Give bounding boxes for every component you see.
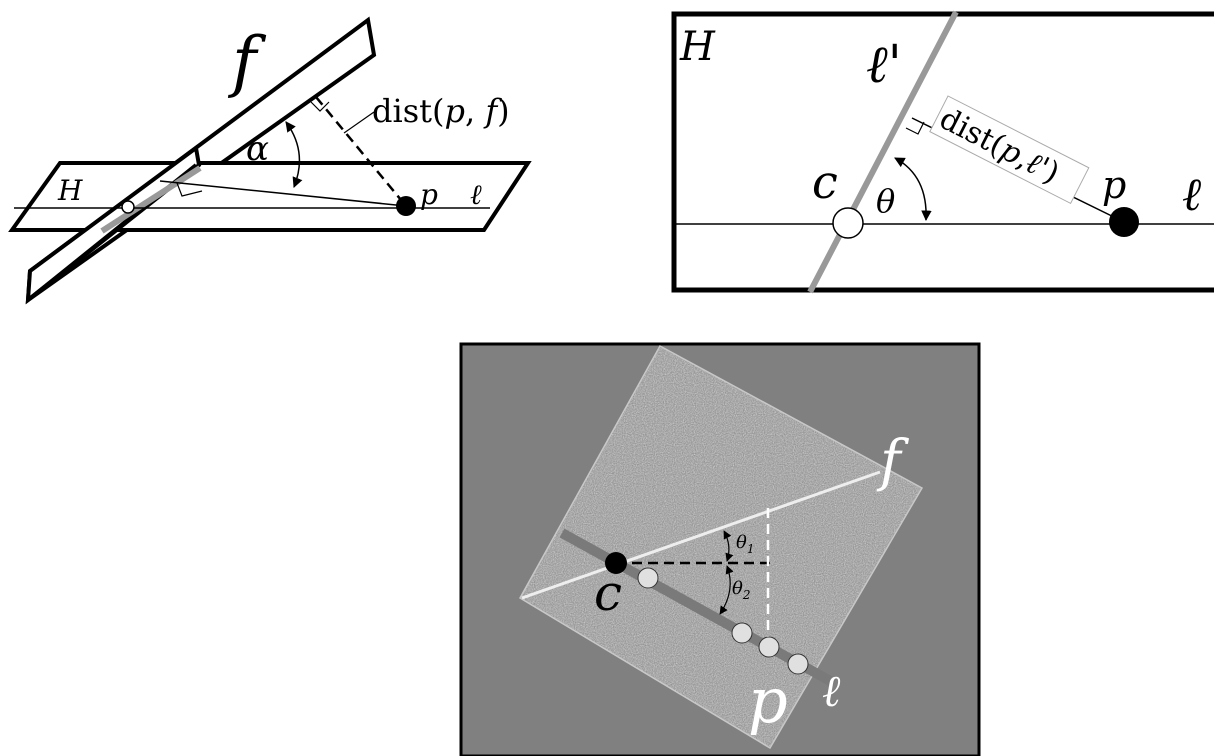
label-c: c [594,564,622,622]
point-c [605,552,627,574]
label-p: p [748,664,788,737]
plane-h-frame [671,11,1214,293]
label-theta1: θ1 [736,532,754,556]
label-alpha: α [246,129,269,169]
sample-point [758,636,780,658]
point-c [832,207,864,239]
right-angle-marker [905,121,925,135]
point-p [1109,207,1139,237]
dist-prefix: dist( [372,92,444,130]
theta1-arc [723,530,734,562]
textured-sheet [520,346,922,748]
right-angle-marker [310,101,330,112]
label-f: f [227,23,267,100]
sample-point [637,567,659,589]
sample-point [731,622,753,644]
plane-h [8,161,532,232]
label-theta2: θ2 [732,578,750,602]
label-p: p [420,178,438,211]
dist-label: dist(p, f) [372,92,510,130]
theta-arc [894,157,932,222]
label-l-prime: ℓ' [866,35,902,95]
point-p [396,196,416,216]
fold-line-f [521,470,881,600]
panel-a: f H α p ℓ dist(p, f) [8,16,532,305]
label-l: ℓ [822,666,841,717]
label-theta: θ [876,182,895,220]
point-c-small [121,200,135,214]
sample-point [787,653,809,675]
label-l: ℓ [1182,167,1202,221]
label-c: c [812,155,838,209]
dist-p: p [444,92,464,130]
label-p: p [1102,163,1126,207]
dist-leader [343,111,375,134]
panel-c: f c θ1 θ2 p ℓ [459,342,981,756]
line-l-prime [807,10,959,294]
dist-comma: , [465,92,485,130]
label-h: H [57,174,83,207]
right-angle-marker [176,182,203,197]
label-h: H [679,24,716,70]
panel-b: dist(p,ℓ') H ℓ' c θ p ℓ [671,10,1214,294]
alpha-arc [285,121,303,188]
label-l: ℓ [470,178,482,211]
dist-line [315,96,407,207]
intersection-line [100,165,202,234]
theta2-arc [719,565,734,615]
projection-line [159,180,407,207]
dist-suffix: ) [497,92,509,130]
